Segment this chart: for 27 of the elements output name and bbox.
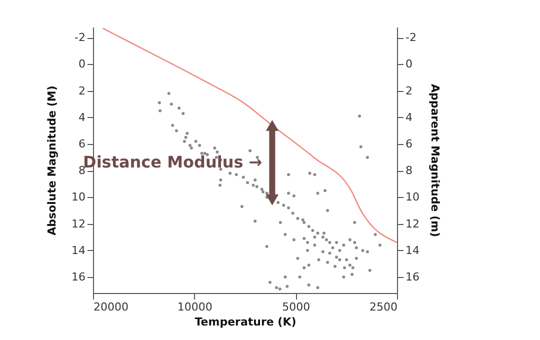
y2-tick-label: 2 [406, 84, 412, 98]
x-axis-title: Temperature (K) [194, 316, 296, 328]
x-tick-label: 20000 [94, 300, 128, 314]
y2-tick-label: 10 [406, 190, 420, 204]
y2-tick-label: 14 [406, 244, 420, 257]
y-tick-label: 4 [78, 110, 86, 124]
y-tick-label: 12 [72, 217, 86, 230]
y-tick-label: 6 [78, 138, 86, 151]
y2-tick-label: 8 [406, 164, 412, 178]
y-tick-label: 16 [72, 270, 86, 284]
y-tick-label: 10 [72, 190, 86, 204]
x-tick-label: 2500 [370, 300, 398, 314]
y-tick-label: 14 [72, 244, 86, 257]
y2-tick-label: 0 [406, 58, 412, 71]
y2-tick-label: -2 [406, 31, 416, 44]
y2-tick-label: 6 [406, 138, 412, 151]
y-tick-label: 2 [78, 84, 86, 98]
y2-axis-title: Apparent Magnitude (m) [428, 84, 442, 238]
y2-tick-label: 12 [406, 217, 420, 230]
x-tick-label: 5000 [282, 300, 310, 314]
y-tick-label: 0 [78, 58, 86, 71]
y2-tick-label: 4 [406, 110, 412, 124]
y-tick-label: -2 [74, 31, 86, 44]
y-axis-title: Absolute Magnitude (M) [46, 86, 59, 236]
y-tick-label: 8 [78, 164, 86, 178]
y2-tick-label: 16 [406, 270, 420, 284]
x-tick-label: 10000 [177, 300, 212, 314]
